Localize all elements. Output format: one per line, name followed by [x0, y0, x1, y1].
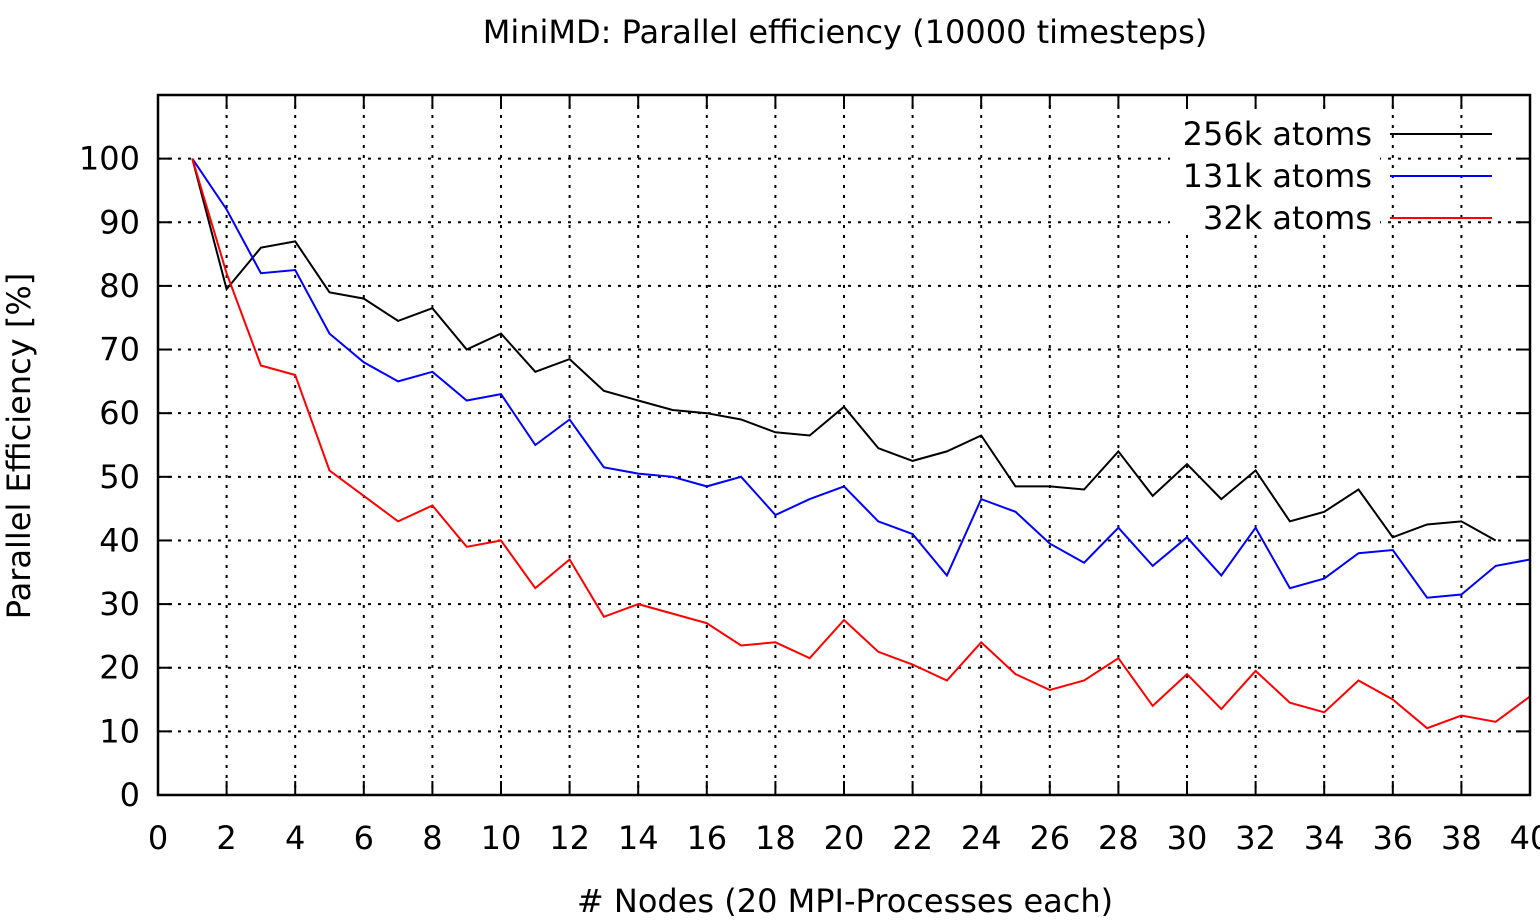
x-axis-label: # Nodes (20 MPI-Processes each): [577, 882, 1113, 920]
y-tick-label: 60: [99, 394, 140, 432]
x-tick-label: 4: [285, 819, 305, 857]
x-tick-label: 22: [892, 819, 933, 857]
grid: [158, 95, 1530, 795]
y-axis-label: Parallel Efficiency [%]: [0, 273, 38, 619]
x-tick-label: 18: [755, 819, 796, 857]
y-tick-label: 40: [99, 521, 140, 559]
x-tick-label: 32: [1235, 819, 1276, 857]
y-tick-label: 90: [99, 203, 140, 241]
x-tick-label: 26: [1029, 819, 1070, 857]
y-tick-label: 70: [99, 331, 140, 369]
x-tick-label: 8: [422, 819, 442, 857]
series-line-1: [191, 158, 1531, 599]
x-tick-label: 2: [216, 819, 236, 857]
legend: 256k atoms 131k atoms 32k atoms: [1170, 110, 1492, 237]
y-tick-label: 50: [99, 458, 140, 496]
x-tick-label: 12: [549, 819, 590, 857]
x-tick-label: 28: [1098, 819, 1139, 857]
legend-label: 131k atoms: [1183, 157, 1372, 195]
plot-frame: [156, 93, 1532, 797]
x-tick-label: 24: [961, 819, 1002, 857]
legend-text-background: [1170, 152, 1380, 192]
x-tick-label: 0: [148, 819, 168, 857]
y-tick-label: 0: [120, 776, 140, 814]
legend-text-background: [1170, 194, 1380, 234]
y-tick-label: 80: [99, 267, 140, 305]
x-tick-label: 16: [686, 819, 727, 857]
y-tick-label: 20: [99, 649, 140, 687]
x-tick-label: 38: [1441, 819, 1482, 857]
y-tick-label: 100: [79, 140, 140, 178]
y-tick-label: 30: [99, 585, 140, 623]
legend-text-background: [1170, 110, 1380, 150]
series-line-0: [191, 158, 1497, 542]
series-line-2: [191, 158, 1531, 730]
series-lines: [191, 158, 1531, 730]
x-tick-label: 10: [481, 819, 522, 857]
x-tick-label: 36: [1372, 819, 1413, 857]
legend-label: 256k atoms: [1183, 115, 1372, 153]
x-tick-label: 40: [1510, 819, 1540, 857]
x-tick-label: 30: [1167, 819, 1208, 857]
chart-title: MiniMD: Parallel efficiency (10000 times…: [483, 13, 1208, 51]
legend-label: 32k atoms: [1203, 199, 1372, 237]
x-tick-label: 6: [354, 819, 374, 857]
x-tick-label: 34: [1304, 819, 1345, 857]
x-tick-label: 14: [618, 819, 659, 857]
y-tick-label: 10: [99, 712, 140, 750]
x-tick-label: 20: [824, 819, 865, 857]
